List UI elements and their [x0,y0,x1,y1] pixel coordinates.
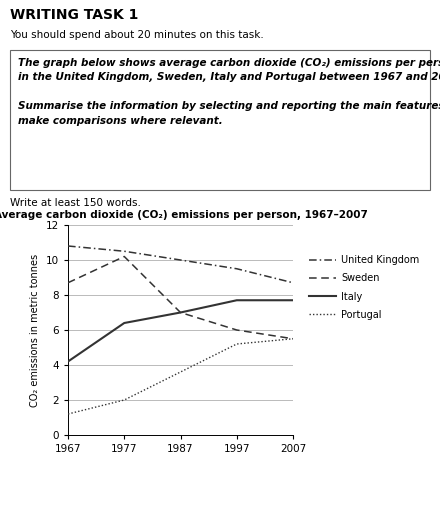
Text: Write at least 150 words.: Write at least 150 words. [10,198,141,208]
Title: Average carbon dioxide (CO₂) emissions per person, 1967–2007: Average carbon dioxide (CO₂) emissions p… [0,210,367,220]
Y-axis label: CO₂ emissions in metric tonnes: CO₂ emissions in metric tonnes [30,253,40,407]
Legend: United Kingdom, Sweden, Italy, Portugal: United Kingdom, Sweden, Italy, Portugal [309,255,419,320]
Text: You should spend about 20 minutes on this task.: You should spend about 20 minutes on thi… [10,30,264,40]
Text: WRITING TASK 1: WRITING TASK 1 [10,8,138,22]
Text: The graph below shows average carbon dioxide (CO₂) emissions per person
in the U: The graph below shows average carbon dio… [18,58,440,125]
